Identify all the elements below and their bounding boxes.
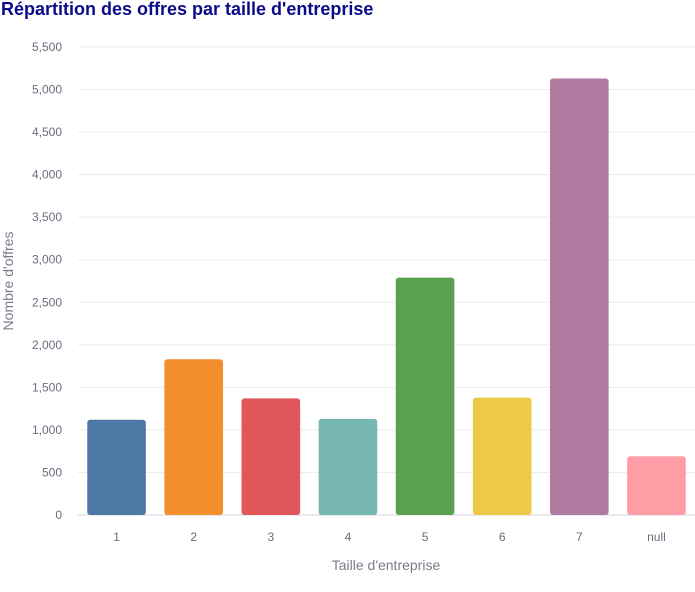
- y-tick-label: 0: [55, 508, 62, 522]
- y-tick-label: 500: [42, 465, 62, 479]
- bar-4[interactable]: [318, 418, 378, 515]
- y-tick-label: 1,000: [32, 423, 62, 437]
- x-tick-label: 3: [267, 530, 274, 544]
- x-tick-label: 6: [499, 530, 506, 544]
- x-tick-label: 2: [190, 530, 197, 544]
- y-tick-labels: 0 500 1,000 1,500 2,000 2,500 3,000 3,500 4,000 4…: [32, 40, 62, 522]
- bar-null[interactable]: [627, 456, 686, 515]
- x-tick-label: 7: [576, 530, 583, 544]
- x-tick-label: 5: [422, 530, 429, 544]
- bar-1[interactable]: [87, 419, 146, 515]
- bar-3[interactable]: [241, 398, 301, 515]
- bars: [87, 78, 686, 515]
- y-tick-label: 5,500: [32, 40, 62, 54]
- y-axis-label: Nombre d'offres: [0, 232, 16, 331]
- y-tick-label: 4,500: [32, 125, 62, 139]
- chart-title: Répartition des offres par taille d'entr…: [1, 0, 374, 19]
- x-tick-label: null: [647, 530, 666, 544]
- y-tick-label: 5,000: [32, 83, 62, 97]
- y-tick-label: 1,500: [32, 380, 62, 394]
- y-tick-label: 3,000: [32, 253, 62, 267]
- y-tick-label: 4,000: [32, 168, 62, 182]
- y-tick-label: 3,500: [32, 210, 62, 224]
- x-axis-label: Taille d'entreprise: [332, 557, 441, 573]
- x-tick-label: 4: [345, 530, 352, 544]
- bar-2[interactable]: [164, 359, 223, 515]
- bar-6[interactable]: [472, 397, 532, 515]
- y-tick-label: 2,500: [32, 295, 62, 309]
- bar-7[interactable]: [550, 78, 609, 515]
- y-tick-label: 2,000: [32, 338, 62, 352]
- bar-5[interactable]: [395, 277, 455, 515]
- x-tick-labels: 1 2 3 4 5 6 7 null: [113, 530, 666, 544]
- x-tick-label: 1: [113, 530, 120, 544]
